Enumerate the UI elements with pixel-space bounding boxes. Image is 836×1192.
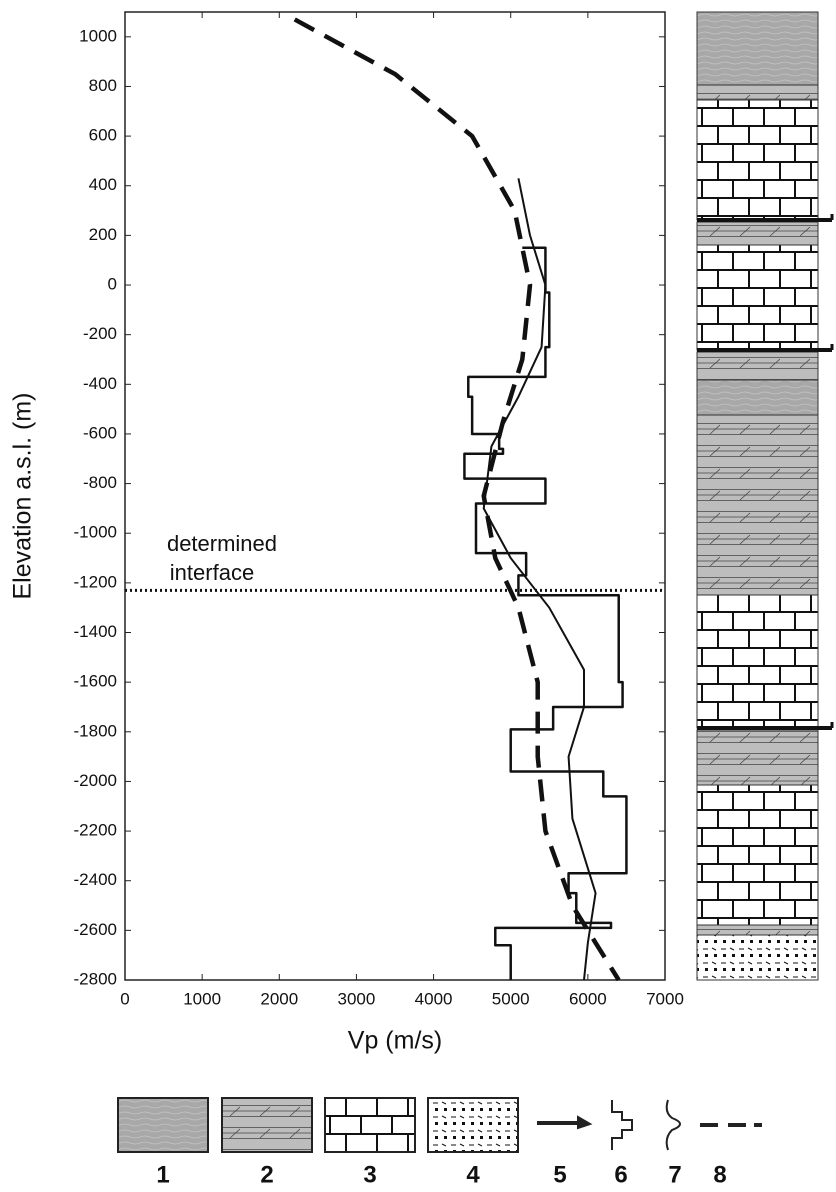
y-tick-label: -1800	[74, 721, 117, 740]
y-tick-label: -1000	[74, 523, 117, 542]
y-tick-label: 200	[89, 225, 117, 244]
legend-label: 7	[668, 1161, 681, 1188]
y-tick-label: -600	[83, 423, 117, 442]
annotation: determined	[167, 531, 277, 556]
plot-frame	[124, 11, 666, 981]
legend	[117, 1097, 762, 1153]
x-tick-label: 0	[120, 989, 129, 1008]
y-tick-label: 0	[108, 275, 117, 294]
series-line	[293, 17, 621, 982]
y-tick-label: 800	[89, 76, 117, 95]
legend-label: 6	[614, 1161, 627, 1188]
x-tick-label: 3000	[338, 989, 376, 1008]
y-tick-label: 600	[89, 126, 117, 145]
x-tick-label: 6000	[569, 989, 607, 1008]
legend-label: 5	[553, 1161, 566, 1188]
x-tick-label: 4000	[415, 989, 453, 1008]
y-tick-label: 1000	[79, 26, 117, 45]
y-tick-label: 400	[89, 175, 117, 194]
x-tick-label: 1000	[183, 989, 221, 1008]
y-tick-label: -1600	[74, 672, 117, 691]
legend-label: 8	[713, 1161, 726, 1188]
plot: 0 1000 2000 3000 4000 5000 6000 7000-2800-2600-…	[74, 12, 684, 1008]
series-line	[482, 178, 597, 981]
y-tick-label: -200	[83, 324, 117, 343]
y-tick-label: -2000	[74, 771, 117, 790]
legend-label: 1	[156, 1161, 169, 1188]
x-axis-title: Vp (m/s)	[348, 1027, 442, 1055]
strat-column	[696, 11, 834, 981]
y-axis-title: Elevation a.s.l. (m)	[9, 392, 37, 599]
x-tick-label: 5000	[492, 989, 530, 1008]
y-tick-label: -400	[83, 374, 117, 393]
y-tick-label: -800	[83, 473, 117, 492]
y-tick-label: -2200	[74, 821, 117, 840]
legend-label: 3	[363, 1161, 376, 1188]
legend-label: 4	[466, 1161, 480, 1188]
y-tick-label: -2600	[74, 920, 117, 939]
x-tick-label: 7000	[646, 989, 684, 1008]
series-line	[463, 246, 628, 980]
y-tick-label: -2400	[74, 870, 117, 889]
x-tick-label: 2000	[260, 989, 298, 1008]
legend-labels: 1 2 3 4 5 6 7 8	[156, 1161, 726, 1188]
annotation: interface	[170, 560, 254, 585]
y-tick-label: -2800	[74, 969, 117, 988]
y-tick-label: -1400	[74, 622, 117, 641]
y-tick-label: -1200	[74, 572, 117, 591]
legend-label: 2	[260, 1161, 273, 1188]
